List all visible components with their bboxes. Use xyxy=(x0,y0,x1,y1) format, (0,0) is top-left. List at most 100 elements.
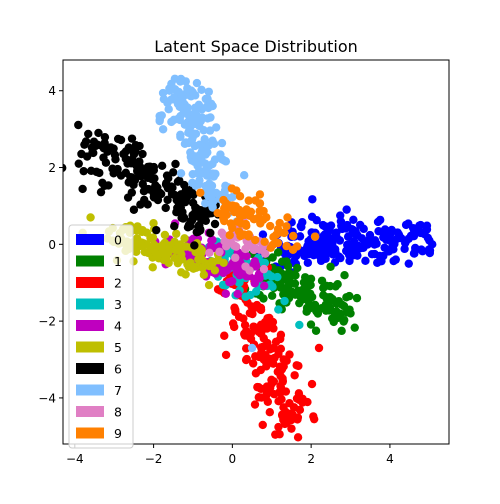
point-series-5 xyxy=(177,268,186,277)
point-series-6 xyxy=(127,175,136,184)
point-series-9 xyxy=(225,231,234,240)
point-series-6 xyxy=(97,141,106,150)
point-series-2 xyxy=(298,398,307,407)
point-series-0 xyxy=(417,245,426,254)
point-series-6 xyxy=(129,205,139,214)
point-series-6 xyxy=(195,226,205,235)
point-series-5 xyxy=(149,240,159,249)
legend-swatch-5 xyxy=(76,341,104,353)
point-series-7 xyxy=(209,139,219,148)
point-series-2 xyxy=(276,371,285,381)
point-series-0 xyxy=(307,212,317,221)
point-series-7 xyxy=(239,171,249,180)
point-series-6 xyxy=(170,221,179,231)
point-series-0 xyxy=(342,205,351,214)
point-series-3 xyxy=(246,290,255,300)
point-series-5 xyxy=(219,258,228,268)
point-series-9 xyxy=(241,219,251,229)
point-series-4 xyxy=(206,241,215,251)
series-0 xyxy=(253,195,437,284)
point-series-8 xyxy=(231,242,241,251)
point-series-9 xyxy=(244,196,253,205)
legend-label-8: 8 xyxy=(114,405,122,420)
point-series-2 xyxy=(256,320,266,330)
point-series-0 xyxy=(348,225,358,235)
point-series-6 xyxy=(187,188,197,198)
point-series-0 xyxy=(258,230,268,239)
point-series-6 xyxy=(184,220,194,230)
point-series-6 xyxy=(171,159,180,169)
point-series-1 xyxy=(333,280,342,289)
point-series-9 xyxy=(242,206,251,216)
legend-label-5: 5 xyxy=(114,340,122,355)
point-series-1 xyxy=(346,309,355,318)
point-series-2 xyxy=(285,350,294,359)
point-series-2 xyxy=(267,379,277,388)
x-tick-label: −4 xyxy=(66,452,84,466)
point-series-9 xyxy=(236,231,245,241)
y-tick-label: −4 xyxy=(38,391,56,405)
point-series-0 xyxy=(349,237,359,246)
point-series-6 xyxy=(145,162,155,171)
y-tick-label: −2 xyxy=(38,315,56,329)
point-series-9 xyxy=(276,228,285,237)
point-series-2 xyxy=(281,387,291,396)
point-series-8 xyxy=(215,247,224,257)
point-series-2 xyxy=(275,387,284,397)
point-series-2 xyxy=(293,433,303,442)
point-series-7 xyxy=(192,78,202,88)
point-series-7 xyxy=(184,128,193,137)
point-series-6 xyxy=(103,147,112,156)
point-series-7 xyxy=(217,138,227,148)
point-series-6 xyxy=(152,225,161,235)
point-series-2 xyxy=(276,344,286,354)
point-series-6 xyxy=(96,187,106,197)
point-series-8 xyxy=(222,242,231,251)
point-series-0 xyxy=(417,228,426,237)
point-series-5 xyxy=(194,255,203,264)
point-series-9 xyxy=(255,214,265,223)
point-series-2 xyxy=(265,407,275,417)
point-series-0 xyxy=(356,243,365,253)
point-series-5 xyxy=(197,246,207,255)
legend-label-2: 2 xyxy=(114,276,122,291)
point-series-1 xyxy=(326,262,335,271)
point-series-8 xyxy=(241,244,250,254)
point-series-3 xyxy=(295,320,304,330)
point-series-4 xyxy=(221,289,231,298)
point-series-2 xyxy=(254,393,264,402)
point-series-2 xyxy=(274,396,283,406)
point-series-2 xyxy=(256,343,266,352)
point-series-7 xyxy=(174,87,183,97)
point-series-0 xyxy=(308,245,318,254)
point-series-1 xyxy=(350,323,359,332)
point-series-7 xyxy=(175,102,185,111)
point-series-6 xyxy=(161,203,170,213)
legend-label-9: 9 xyxy=(114,426,122,441)
point-series-9 xyxy=(260,237,269,246)
point-series-0 xyxy=(343,240,352,249)
y-tick-label: 4 xyxy=(48,84,56,98)
point-series-7 xyxy=(247,343,257,353)
legend-swatch-1 xyxy=(76,255,104,267)
point-series-1 xyxy=(342,293,351,302)
point-series-9 xyxy=(255,190,265,199)
point-series-7 xyxy=(158,88,168,98)
point-series-7 xyxy=(201,199,210,208)
point-series-7 xyxy=(195,170,204,179)
point-series-6 xyxy=(74,120,83,130)
point-series-9 xyxy=(288,231,298,241)
point-series-1 xyxy=(322,281,331,291)
point-series-6 xyxy=(123,193,133,202)
legend-swatch-7 xyxy=(76,384,104,396)
plot-area xyxy=(62,59,450,445)
point-series-7 xyxy=(216,150,225,159)
point-series-6 xyxy=(113,134,123,144)
legend-swatch-4 xyxy=(76,320,104,331)
point-series-4 xyxy=(233,289,242,299)
point-series-1 xyxy=(339,301,349,311)
y-tick-label: 0 xyxy=(48,238,56,252)
point-series-4 xyxy=(225,277,234,287)
point-series-6 xyxy=(164,173,173,183)
point-series-6 xyxy=(81,137,91,146)
